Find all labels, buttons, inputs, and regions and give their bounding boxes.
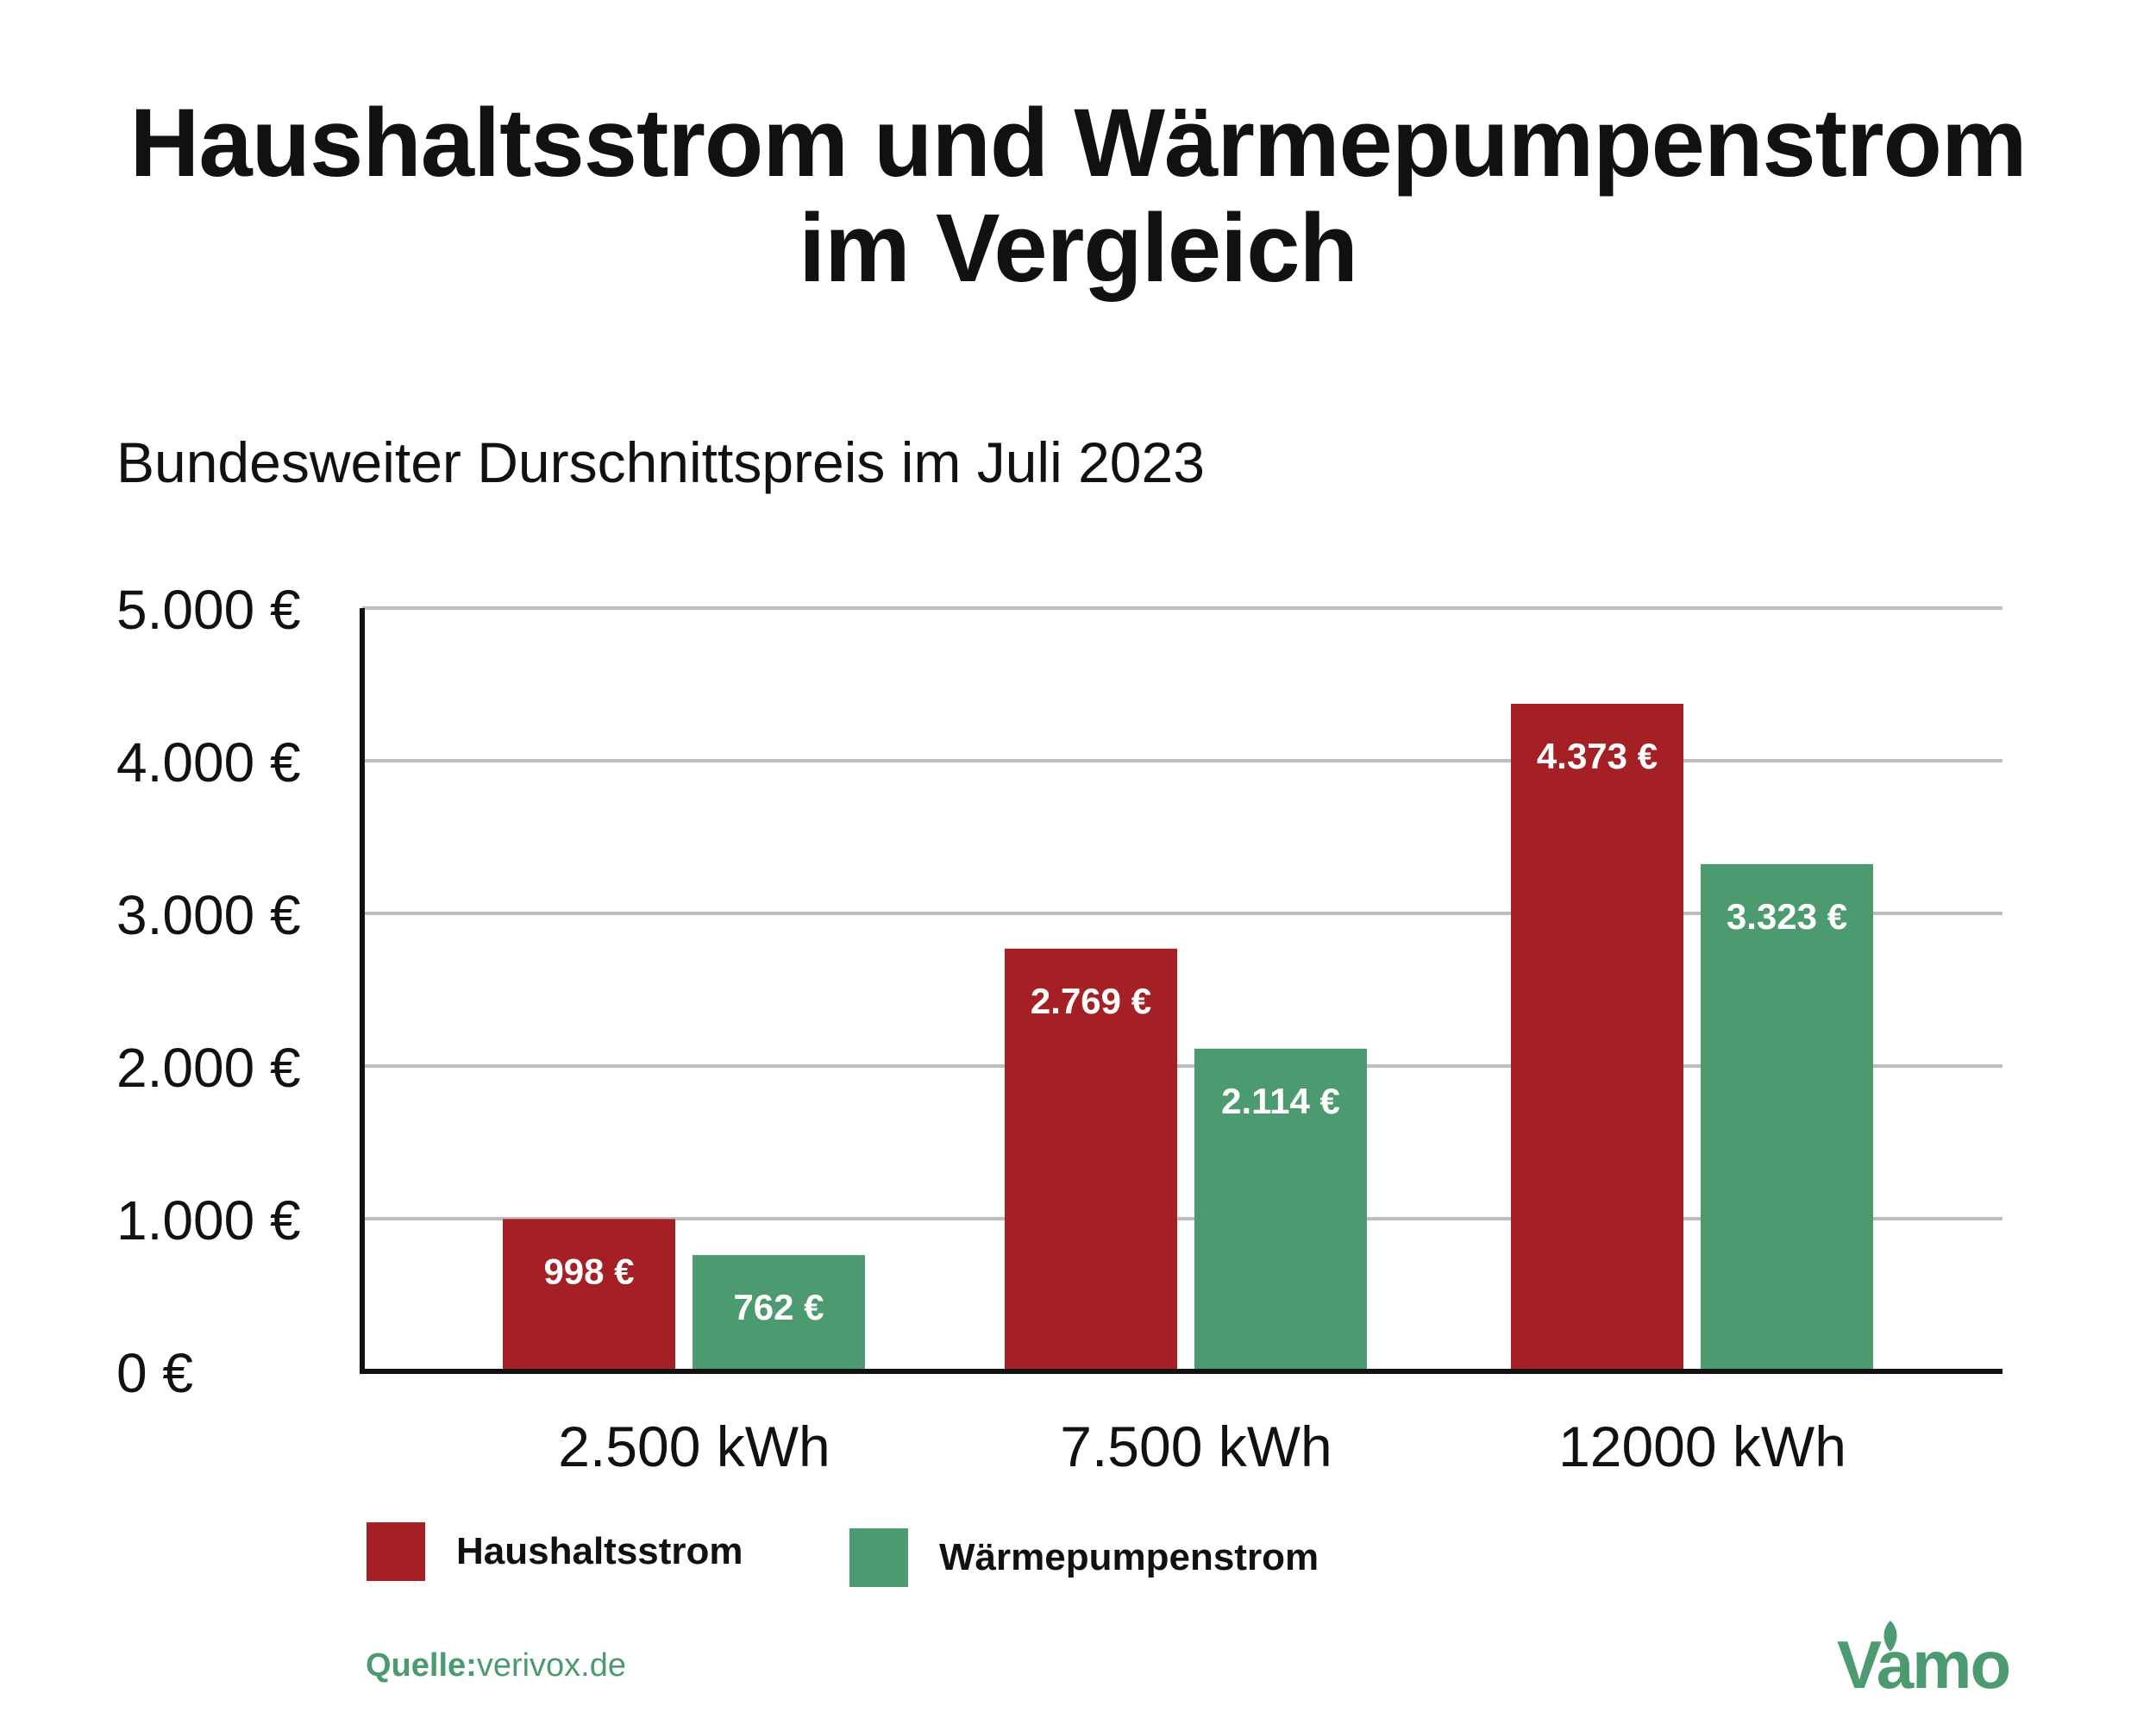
axes [360,608,2002,1374]
bar-waermepumpenstrom [693,1255,865,1371]
chart-title-line-1: Haushaltsstrom und Wärmepumpenstrom [129,89,2027,197]
y-tick-label: 4.000 € [116,731,301,794]
leaf-icon [1883,1621,1897,1652]
legend-swatch-haushaltsstrom [367,1522,425,1581]
bar-value-label: 2.114 € [1221,1081,1340,1121]
y-axis-tick-labels: 0 € 1.000 € 2.000 € 3.000 € 4.000 € 5.000 € [116,579,301,1404]
bar-value-label: 3.323 € [1727,896,1847,937]
x-axis-tick-labels: 2.500 kWh 7.500 kWh 12000 kWh [558,1414,1846,1478]
chart-title: Haushaltsstrom und Wärmepumpenstrom im V… [0,91,2156,301]
source-key: Quelle: [366,1647,477,1684]
bar-waermepumpenstrom [1701,863,1873,1371]
bar-value-label: 2.769 € [1031,981,1151,1021]
x-tick-label: 7.500 kWh [1060,1414,1332,1478]
bar-haushaltsstrom [503,1219,675,1371]
logo-wordmark: Vamo [1837,1627,2011,1703]
vamo-logo: Vamo [1837,1621,2011,1704]
legend-label-haushaltsstrom: Haushaltsstrom [456,1530,743,1572]
bars [503,703,1873,1371]
legend-swatch-waermepumpenstrom [849,1528,908,1587]
bar-waermepumpenstrom [1194,1048,1367,1371]
y-tick-label: 5.000 € [116,579,301,641]
y-tick-label: 3.000 € [116,884,301,946]
bar-haushaltsstrom [1005,948,1177,1371]
source-value: verivox.de [476,1647,627,1684]
legend-item-waermepumpenstrom: Wärmepumpenstrom [849,1528,1319,1587]
source-note: Quelle:verivox.de [366,1647,626,1684]
bar-haushaltsstrom [1511,703,1683,1371]
bar-value-label: 998 € [543,1251,634,1291]
y-tick-label: 0 € [116,1342,193,1404]
leaf-shape [1883,1621,1897,1652]
bar-value-labels: 998 € 2.769 € 4.373 € 762 € 2.114 € 3.323 € [543,736,1847,1327]
x-tick-label: 12000 kWh [1558,1414,1846,1478]
bar-value-label: 4.373 € [1537,736,1658,776]
chart-subtitle: Bundesweiter Durschnittspreis im Juli 20… [116,430,1205,494]
x-tick-label: 2.500 kWh [558,1414,830,1478]
legend-item-haushaltsstrom: Haushaltsstrom [367,1522,743,1581]
y-tick-label: 1.000 € [116,1189,301,1251]
legend-label-waermepumpenstrom: Wärmepumpenstrom [939,1536,1319,1578]
y-tick-label: 2.000 € [116,1037,301,1099]
chart-title-line-2: im Vergleich [799,194,1358,302]
bar-value-label: 762 € [733,1287,824,1327]
